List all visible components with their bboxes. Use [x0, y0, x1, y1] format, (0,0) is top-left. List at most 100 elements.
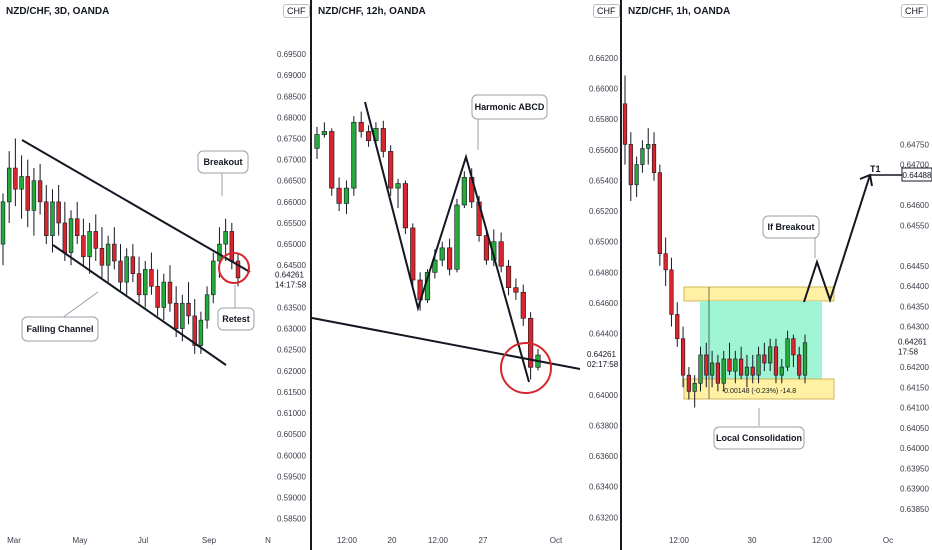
target-price-label: 0.64488	[903, 171, 932, 180]
y-tick-label: 0.64150	[900, 383, 929, 392]
candle-body	[704, 354, 709, 376]
y-tick-label: 0.64350	[900, 302, 929, 311]
y-tick-label: 0.67000	[277, 156, 306, 165]
candle-body	[733, 358, 738, 372]
y-tick-label: 0.65400	[589, 176, 618, 185]
y-tick-label: 0.65500	[277, 219, 306, 228]
candle-body	[105, 243, 111, 266]
y-tick-label: 0.59500	[277, 472, 306, 481]
y-tick-label: 0.64300	[900, 323, 929, 332]
candle-body	[432, 259, 438, 273]
target-price-tag	[901, 167, 932, 182]
candle-body	[785, 338, 790, 368]
channel-label: Falling Channel	[26, 324, 93, 334]
breakout-label-box	[197, 150, 249, 174]
channel-lower-line	[52, 244, 227, 366]
y-tick-label: 0.58500	[277, 515, 306, 524]
candle-body	[99, 248, 105, 266]
y-tick-label: 0.64050	[900, 424, 929, 433]
y-tick-label: 0.63000	[277, 325, 306, 334]
candle-body	[739, 358, 744, 376]
y-tick-label: 0.63400	[589, 483, 618, 492]
candle-body	[395, 183, 401, 189]
candle-body	[336, 187, 342, 204]
channel-pointer	[61, 291, 99, 319]
y-tick-label: 0.64000	[589, 391, 618, 400]
y-tick-label: 0.66200	[589, 54, 618, 63]
candle-body	[768, 346, 773, 364]
y-tick-label: 0.68000	[277, 113, 306, 122]
candle-body	[124, 256, 129, 283]
y-tick-label: 0.63850	[900, 505, 929, 514]
y-tick-label: 0.69500	[277, 50, 306, 59]
candle-body	[155, 286, 160, 308]
candle-body	[692, 382, 697, 392]
x-tick-label: 30	[748, 536, 757, 545]
x-tick-label: Mar	[7, 536, 21, 545]
candle-body	[721, 358, 726, 384]
candle-body	[779, 366, 784, 376]
y-tick-label: 0.64800	[589, 268, 618, 277]
currency-badge-icon[interactable]: CHF	[593, 4, 620, 18]
candle-body	[87, 231, 92, 258]
y-tick-label: 0.64600	[589, 299, 618, 308]
panel-divider	[310, 0, 312, 550]
candle-body	[186, 302, 191, 317]
countdown-label: 14:17:58	[275, 280, 307, 289]
candle-body	[50, 201, 55, 236]
countdown-label: 17:58	[898, 347, 919, 356]
candle-body	[198, 319, 204, 346]
last-price-label: 0.64261	[275, 270, 304, 279]
currency-badge-icon[interactable]: CHF	[283, 4, 310, 18]
y-tick-label: 0.63800	[589, 421, 618, 430]
candle-body	[31, 180, 37, 211]
candle-body	[802, 342, 808, 376]
candle-body	[62, 222, 68, 253]
y-tick-label: 0.61500	[277, 388, 306, 397]
y-tick-label: 0.65600	[589, 146, 618, 155]
chart-svg-1h[interactable]: 0.64750 0.64700 0.64600 0.64550 0.64450 0.644…	[622, 0, 932, 550]
candle-body	[25, 176, 30, 211]
candle-body	[13, 167, 18, 190]
candle-body	[727, 358, 732, 372]
currency-badge-icon[interactable]: CHF	[901, 4, 928, 18]
candle-body	[622, 103, 628, 145]
candle-body	[81, 235, 86, 258]
candle-body	[669, 269, 674, 315]
y-tick-label: 0.64600	[900, 201, 929, 210]
y-tick-label: 0.69000	[277, 71, 306, 80]
y-tick-label: 0.63950	[900, 464, 929, 473]
y-tick-label: 0.59000	[277, 494, 306, 503]
x-tick-label: 12:00	[812, 536, 833, 545]
candle-body	[19, 176, 24, 190]
projection-path	[803, 174, 871, 304]
candle-body	[365, 131, 372, 141]
y-tick-label: 0.65000	[277, 240, 306, 249]
candle-body	[136, 273, 142, 296]
candle-body	[756, 354, 761, 376]
candle-body	[646, 144, 651, 149]
candle-body	[351, 121, 357, 189]
y-tick-label: 0.68500	[277, 92, 306, 101]
candle-body	[6, 167, 12, 203]
y-tick-label: 0.60000	[277, 451, 306, 460]
target-label: T1	[870, 164, 881, 174]
candle-body	[93, 231, 98, 249]
y-tick-label: 0.64750	[900, 140, 929, 149]
chart-svg-12h[interactable]: 0.66200 0.66000 0.65800 0.65600 0.65400 0.652…	[312, 0, 620, 550]
x-tick-label: 12:00	[669, 536, 690, 545]
y-tick-label: 0.66000	[589, 85, 618, 94]
chart-svg-3d[interactable]: 0.69500 0.69000 0.68500 0.68000 0.67500 0.670…	[0, 0, 310, 550]
y-tick-label: 0.63600	[589, 452, 618, 461]
candle-body	[505, 265, 512, 288]
x-tick-label: 27	[479, 536, 488, 545]
zone-label: Local Consolidation	[716, 433, 802, 443]
x-tick-label: 12:00	[428, 536, 449, 545]
candle-body	[461, 177, 467, 206]
channel-label-box	[21, 316, 99, 342]
y-tick-label: 0.65200	[589, 207, 618, 216]
candle-body	[37, 180, 43, 203]
reversal-circle	[500, 342, 552, 394]
candle-body	[410, 227, 416, 281]
retest-label: Retest	[222, 314, 250, 324]
